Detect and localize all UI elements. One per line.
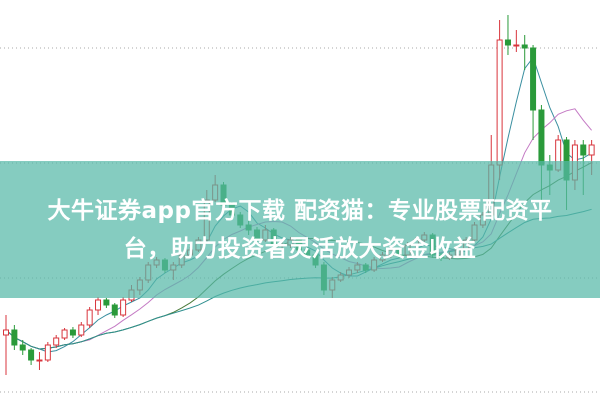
candle-up	[61, 328, 68, 340]
candle-up	[36, 352, 43, 370]
title-banner: 大牛证券app官方下载 配资猫：专业股票配资平 台，助力投资者灵活放大资金收益	[0, 161, 600, 298]
candle-down	[111, 303, 118, 318]
candle-down	[11, 325, 18, 350]
candle-body	[513, 44, 520, 47]
candle-body	[95, 299, 102, 311]
candle-body	[36, 359, 43, 362]
candle-down	[19, 340, 26, 355]
candle-body	[111, 304, 118, 316]
candle-up	[86, 307, 93, 328]
banner-line-1: 大牛证券app官方下载 配资猫：专业股票配资平	[47, 197, 553, 224]
candle-body	[538, 109, 545, 166]
candle-body	[120, 299, 127, 316]
candle-body	[496, 39, 503, 166]
candle-down	[103, 298, 110, 308]
candle-body	[19, 344, 26, 351]
candle-up	[120, 297, 127, 317]
candle-body	[103, 299, 110, 306]
candle-body	[504, 39, 511, 46]
banner-title: 大牛证券app官方下载 配资猫：专业股票配资平 台，助力投资者灵活放大资金收益	[20, 192, 580, 268]
banner-line-2: 台，助力投资者灵活放大资金收益	[123, 235, 477, 262]
candle-down	[69, 327, 76, 338]
candle-body	[580, 144, 587, 156]
candle-up	[53, 335, 60, 348]
candle-body	[530, 47, 537, 111]
candle-up	[496, 20, 503, 180]
candle-body	[61, 329, 68, 339]
candle-up	[44, 342, 51, 362]
candle-up	[3, 315, 9, 375]
candle-down	[28, 348, 35, 365]
candle-body	[44, 344, 51, 361]
candle-body	[53, 337, 60, 346]
candle-body	[28, 349, 35, 361]
candle-down	[530, 45, 537, 140]
candle-body	[11, 329, 18, 346]
candle-body	[78, 324, 85, 336]
candle-body	[86, 309, 93, 326]
candle-up	[78, 322, 85, 337]
candle-body	[588, 144, 595, 156]
candle-body	[3, 329, 9, 336]
candle-down	[521, 35, 528, 70]
candle-body	[69, 329, 76, 336]
candle-down	[504, 15, 511, 55]
candle-up	[513, 30, 520, 52]
candle-up	[95, 297, 102, 315]
candle-body	[521, 44, 528, 49]
